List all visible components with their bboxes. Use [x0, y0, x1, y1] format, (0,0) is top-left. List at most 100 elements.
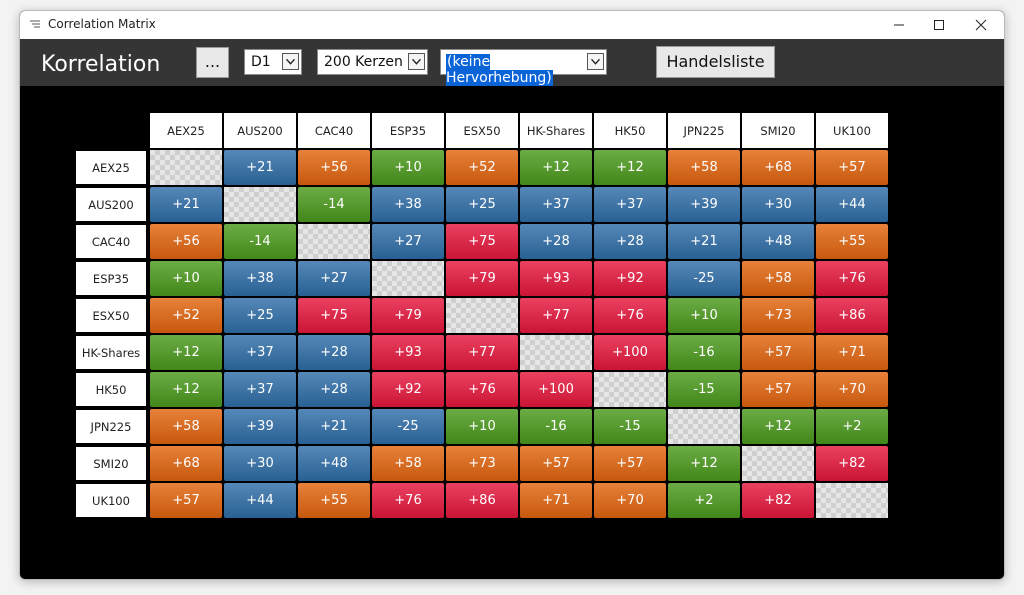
diagonal-cell — [224, 187, 296, 222]
correlation-cell: +57 — [742, 372, 814, 407]
correlation-cell: +71 — [520, 483, 592, 518]
row-header: AUS200 — [76, 188, 146, 221]
correlation-cell: +58 — [372, 446, 444, 481]
correlation-cell: +28 — [594, 224, 666, 259]
correlation-cell: +28 — [298, 372, 370, 407]
highlight-value: (keine Hervorhebung) — [446, 54, 553, 86]
correlation-cell: +21 — [668, 224, 740, 259]
correlation-cell: +93 — [372, 335, 444, 370]
correlation-cell: +21 — [224, 150, 296, 185]
correlation-cell: +92 — [594, 261, 666, 296]
row-header: SMI20 — [76, 447, 146, 480]
diagonal-cell — [446, 298, 518, 333]
correlation-cell: +76 — [816, 261, 888, 296]
correlation-cell: +48 — [742, 224, 814, 259]
correlation-cell: +12 — [594, 150, 666, 185]
column-header: AUS200 — [224, 113, 296, 148]
timeframe-dropdown[interactable]: D1 — [244, 49, 302, 75]
correlation-cell: +57 — [816, 150, 888, 185]
diagonal-cell — [372, 261, 444, 296]
window-title: Correlation Matrix — [48, 17, 156, 31]
row-header: UK100 — [76, 484, 146, 517]
correlation-cell: +92 — [372, 372, 444, 407]
correlation-cell: +48 — [298, 446, 370, 481]
heading: Korrelation — [41, 52, 161, 77]
correlation-cell: +10 — [446, 409, 518, 444]
trade-list-button[interactable]: Handelsliste — [656, 46, 775, 78]
correlation-cell: +100 — [594, 335, 666, 370]
column-header: UK100 — [816, 113, 888, 148]
correlation-cell: +52 — [150, 298, 222, 333]
row-header: AEX25 — [76, 151, 146, 184]
correlation-cell: +25 — [446, 187, 518, 222]
correlation-cell: +44 — [816, 187, 888, 222]
correlation-cell: +76 — [446, 372, 518, 407]
correlation-cell: +37 — [520, 187, 592, 222]
highlight-dropdown[interactable]: (keine Hervorhebung) — [440, 49, 607, 86]
column-header: JPN225 — [668, 113, 740, 148]
column-header: CAC40 — [298, 113, 370, 148]
more-button[interactable]: ... — [196, 47, 229, 78]
correlation-cell: +38 — [224, 261, 296, 296]
correlation-cell: +77 — [520, 298, 592, 333]
correlation-cell: -16 — [668, 335, 740, 370]
correlation-cell: +21 — [298, 409, 370, 444]
correlation-cell: +37 — [224, 335, 296, 370]
correlation-cell: +57 — [594, 446, 666, 481]
dropdown-arrow — [408, 53, 425, 70]
correlation-cell: +86 — [816, 298, 888, 333]
diagonal-cell — [520, 335, 592, 370]
correlation-cell: -14 — [224, 224, 296, 259]
diagonal-cell — [150, 150, 222, 185]
correlation-cell: +57 — [520, 446, 592, 481]
correlation-cell: +82 — [742, 483, 814, 518]
diagonal-cell — [298, 224, 370, 259]
diagonal-cell — [668, 409, 740, 444]
correlation-cell: +86 — [446, 483, 518, 518]
column-header: ESX50 — [446, 113, 518, 148]
correlation-cell: +76 — [594, 298, 666, 333]
correlation-cell: +39 — [224, 409, 296, 444]
correlation-cell: +52 — [446, 150, 518, 185]
correlation-cell: +71 — [816, 335, 888, 370]
minimize-button[interactable] — [889, 15, 909, 35]
correlation-cell: +28 — [520, 224, 592, 259]
correlation-cell: +93 — [520, 261, 592, 296]
toolbar: Korrelation ... D1 200 Kerzen (keine Her… — [20, 39, 1004, 86]
correlation-cell: +58 — [668, 150, 740, 185]
maximize-button[interactable] — [929, 15, 949, 35]
correlation-cell: +58 — [150, 409, 222, 444]
correlation-cell: +75 — [298, 298, 370, 333]
correlation-cell: -25 — [372, 409, 444, 444]
row-header: JPN225 — [76, 410, 146, 443]
column-header: ESP35 — [372, 113, 444, 148]
close-button[interactable] — [971, 15, 991, 35]
candles-dropdown[interactable]: 200 Kerzen — [317, 49, 428, 75]
correlation-cell: +12 — [520, 150, 592, 185]
correlation-cell: -25 — [668, 261, 740, 296]
correlation-cell: +100 — [520, 372, 592, 407]
app-icon — [30, 20, 40, 28]
correlation-cell: +10 — [668, 298, 740, 333]
correlation-cell: +12 — [742, 409, 814, 444]
app-window: Correlation Matrix Korrelation ... D1 20… — [19, 10, 1005, 580]
candles-value: 200 Kerzen — [324, 54, 403, 70]
correlation-cell: +27 — [372, 224, 444, 259]
correlation-cell: +21 — [150, 187, 222, 222]
row-header: ESX50 — [76, 299, 146, 332]
column-header: HK50 — [594, 113, 666, 148]
correlation-cell: +77 — [446, 335, 518, 370]
correlation-cell: +2 — [668, 483, 740, 518]
correlation-cell: +73 — [446, 446, 518, 481]
column-header: SMI20 — [742, 113, 814, 148]
correlation-cell: +44 — [224, 483, 296, 518]
correlation-cell: +55 — [816, 224, 888, 259]
correlation-cell: +12 — [668, 446, 740, 481]
correlation-cell: +56 — [150, 224, 222, 259]
correlation-cell: -14 — [298, 187, 370, 222]
row-header: ESP35 — [76, 262, 146, 295]
correlation-cell: +70 — [594, 483, 666, 518]
correlation-cell: +12 — [150, 335, 222, 370]
correlation-cell: +39 — [668, 187, 740, 222]
